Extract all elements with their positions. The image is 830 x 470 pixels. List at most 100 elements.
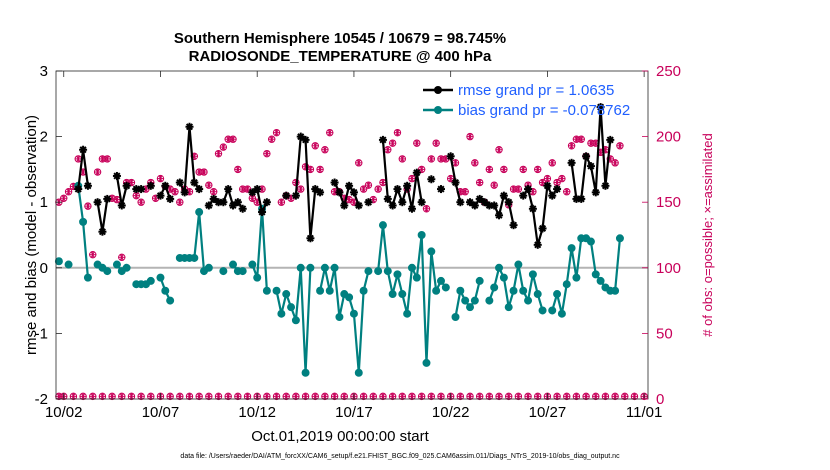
rmse-point	[388, 201, 397, 210]
legend-bias-marker	[434, 106, 442, 114]
y2-axis-label: # of obs: o=possible; ×=assimilated	[700, 133, 715, 336]
obs-assimilated-point	[447, 175, 455, 183]
obs-assimilated-point	[98, 155, 106, 163]
legend-bias-label: bias grand pr = -0.078762	[458, 102, 630, 119]
plot-area	[56, 71, 648, 399]
obs-assimilated-point	[185, 188, 193, 196]
bias-point	[499, 273, 508, 282]
bias-point	[403, 309, 412, 318]
obs-zero-assimilated-point	[437, 392, 445, 400]
rmse-point	[466, 198, 475, 207]
rmse-point	[349, 188, 358, 197]
obs-assimilated-point	[490, 181, 498, 189]
bias-point	[514, 260, 523, 269]
obs-assimilated-point	[219, 143, 227, 151]
bias-point	[383, 267, 392, 276]
bias-point	[504, 303, 513, 312]
obs-assimilated-point	[326, 129, 334, 137]
bias-point	[354, 368, 363, 377]
rmse-point	[219, 198, 228, 207]
rmse-point	[553, 185, 562, 194]
x-tick-label: 10/17	[335, 404, 373, 421]
obs-assimilated-point	[263, 150, 271, 158]
obs-assimilated-point	[171, 188, 179, 196]
bias-point	[591, 270, 600, 279]
y-tick-label: 3	[40, 63, 48, 80]
rmse-point	[79, 145, 88, 154]
rmse-point	[567, 158, 576, 167]
rmse-point	[378, 135, 387, 144]
bias-point	[441, 283, 450, 292]
bias-point	[432, 286, 441, 295]
bias-point	[204, 263, 213, 272]
obs-assimilated-point	[268, 135, 276, 143]
bias-point	[64, 260, 73, 269]
rmse-point	[262, 198, 271, 207]
rmse-point	[509, 221, 518, 230]
bias-point	[103, 267, 112, 276]
bias-point	[320, 263, 329, 272]
rmse-point	[548, 191, 557, 200]
rmse-point	[456, 198, 465, 207]
obs-zero-assimilated-point	[611, 392, 619, 400]
rmse-point	[475, 194, 484, 203]
rmse-point	[427, 175, 436, 184]
bias-point	[335, 313, 344, 321]
rmse-point	[533, 240, 542, 249]
obs-assimilated-point	[258, 185, 266, 193]
rmse-point	[112, 171, 121, 180]
bias-point	[567, 244, 576, 253]
bias-point	[330, 263, 339, 272]
obs-assimilated-point	[229, 135, 237, 143]
obs-assimilated-point	[611, 159, 619, 167]
y-tick-label: 0	[40, 260, 48, 277]
obs-assimilated-point	[321, 146, 329, 154]
y-tick-label: 1	[40, 194, 48, 211]
legend: rmse grand pr = 1.0635 bias grand pr = -…	[423, 82, 630, 119]
obs-assimilated-point	[539, 179, 547, 187]
rmse-point	[282, 191, 291, 200]
obs-zero-assimilated-point	[89, 392, 97, 400]
obs-zero-assimilated-point	[205, 392, 213, 400]
obs-assimilated-point	[127, 179, 135, 187]
bias-point	[427, 247, 436, 256]
y-tick-label: 2	[40, 129, 48, 146]
obs-assimilated-point	[65, 188, 73, 196]
obs-assimilated-point	[200, 168, 208, 176]
x-axis-label: Oct.01,2019 00:00:00 start	[251, 428, 429, 445]
bias-point	[528, 270, 537, 279]
rmse-point	[451, 178, 460, 187]
obs-assimilated-point	[466, 133, 474, 141]
obs-assimilated-point	[113, 196, 121, 204]
obs-zero-assimilated-point	[476, 392, 484, 400]
obs-assimilated-point	[587, 139, 595, 147]
obs-assimilated-point	[350, 198, 358, 206]
bias-point	[301, 368, 310, 377]
rmse-point	[586, 162, 595, 171]
obs-assimilated-point	[215, 150, 223, 158]
obs-assimilated-point	[568, 142, 576, 150]
chart-title: Southern Hemisphere 10545 / 10679 = 98.7…	[174, 30, 506, 47]
obs-assimilated-point	[558, 175, 566, 183]
obs-assimilated-point	[384, 146, 392, 154]
obs-assimilated-point	[364, 181, 372, 189]
obs-assimilated-point	[234, 165, 242, 173]
rmse-point	[229, 201, 238, 210]
obs-assimilated-point	[485, 165, 493, 173]
y-tick-label: -1	[35, 325, 48, 342]
obs-assimilated-point	[273, 129, 281, 137]
obs-assimilated-point	[79, 168, 87, 176]
rmse-point	[195, 185, 204, 194]
obs-assimilated-point	[577, 135, 585, 143]
bias-point	[524, 296, 533, 305]
rmse-point	[383, 194, 392, 203]
obs-assimilated-point	[476, 179, 484, 187]
obs-zero-assimilated-point	[311, 392, 319, 400]
rmse-point	[495, 211, 504, 220]
rmse-point	[591, 188, 600, 197]
obs-assimilated-point	[60, 194, 68, 202]
obs-assimilated-point	[543, 175, 551, 183]
x-tick-label: 10/02	[45, 404, 83, 421]
bias-line-segment	[251, 207, 268, 291]
rmse-point	[490, 201, 499, 210]
